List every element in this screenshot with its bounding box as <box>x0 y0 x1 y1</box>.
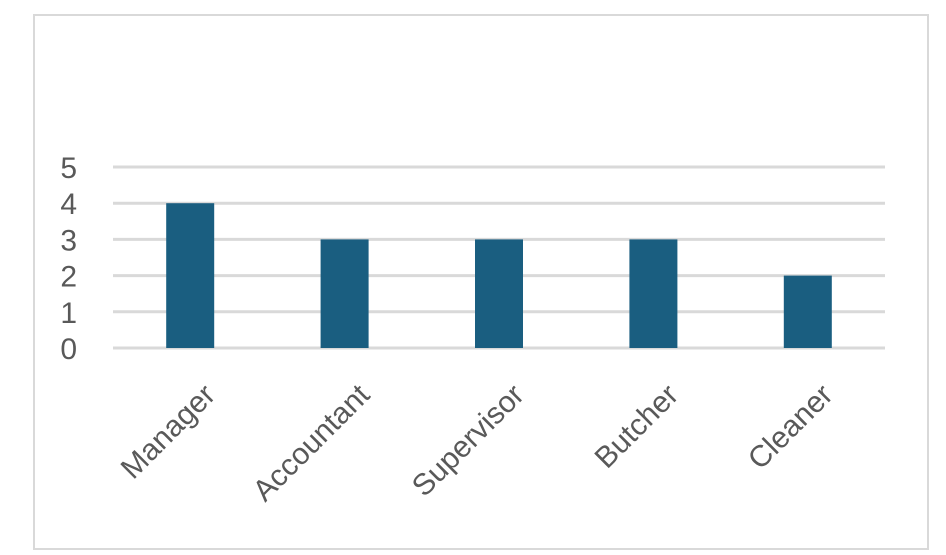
x-category-label: Accountant <box>247 378 377 508</box>
x-category-label: Cleaner <box>742 378 840 476</box>
y-axis-ticks: 012 345 <box>60 152 77 366</box>
y-tick-label: 4 <box>60 188 77 221</box>
gridlines <box>113 165 885 350</box>
bar-butcher <box>629 239 678 348</box>
x-axis-labels: Manager Accountant Supervisor Butcher Cleane… <box>115 378 840 508</box>
x-category-label: Butcher <box>589 378 685 474</box>
y-tick-label: 3 <box>60 224 77 257</box>
bar-accountant <box>320 239 369 348</box>
y-tick-label: 1 <box>60 297 77 330</box>
y-tick-label: 5 <box>60 152 77 185</box>
y-tick-label: 2 <box>60 261 77 294</box>
y-tick-label: 0 <box>60 333 77 366</box>
bar-manager <box>166 203 215 348</box>
bar-supervisor <box>475 239 523 348</box>
bars <box>166 203 832 348</box>
bar-cleaner <box>783 275 832 348</box>
x-category-label: Supervisor <box>406 378 531 503</box>
x-category-label: Manager <box>115 378 222 485</box>
